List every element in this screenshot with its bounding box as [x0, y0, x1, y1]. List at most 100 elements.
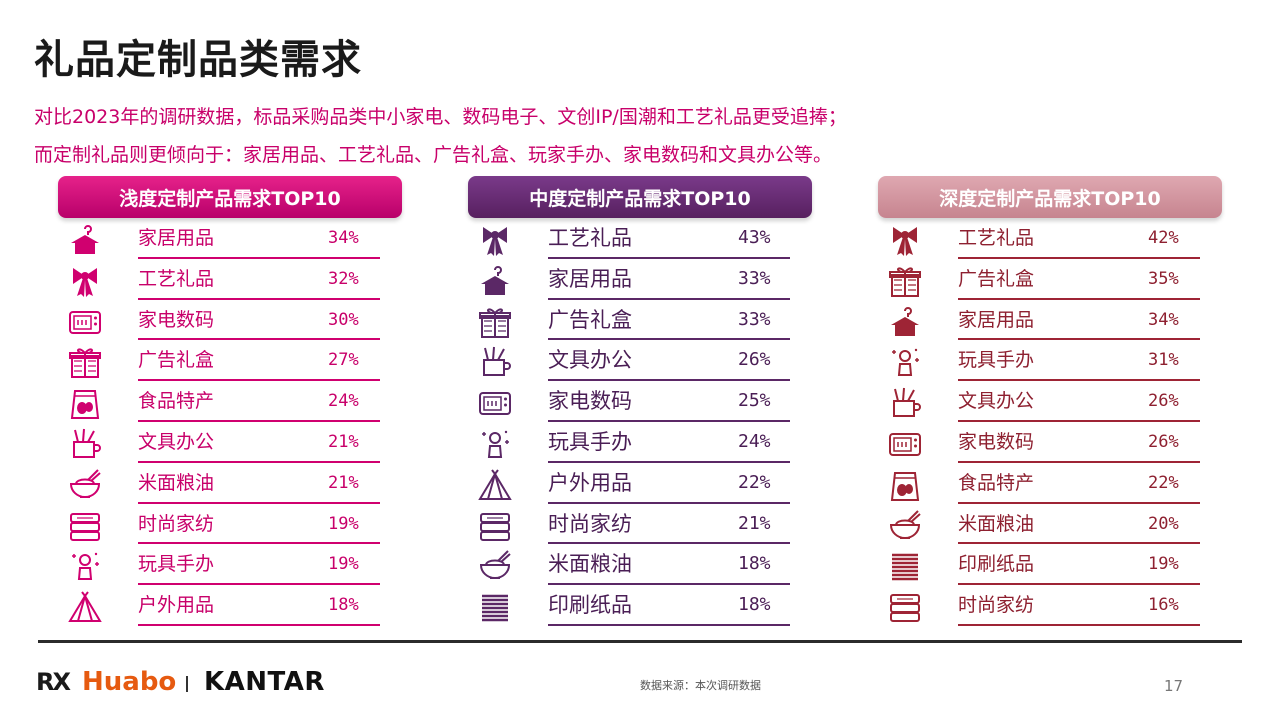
- category-percentage: 18%: [738, 594, 771, 616]
- category-percentage: 19%: [328, 554, 359, 575]
- category-label: 文具办公: [958, 390, 1035, 413]
- page-title: 礼品定制品类需求: [34, 37, 362, 83]
- category-percentage: 24%: [738, 431, 771, 452]
- ranking-row: 文具办公 21%: [58, 422, 402, 463]
- category-label: 家居用品: [958, 308, 1035, 331]
- ranking-row: 家居用品 34%: [58, 218, 402, 259]
- rice-bowl-icon: [478, 549, 512, 583]
- food-bag-icon: [68, 386, 102, 420]
- ranking-row: 食品特产 24%: [58, 381, 402, 422]
- row-divider: [138, 256, 380, 259]
- category-label: 工艺礼品: [958, 227, 1035, 249]
- row-divider: [958, 542, 1200, 545]
- category-percentage: 26%: [1148, 391, 1179, 412]
- pen-cup-icon: [478, 345, 512, 379]
- category-percentage: 25%: [738, 390, 771, 412]
- ranking-row: 户外用品 22%: [468, 463, 812, 504]
- bow-icon: [478, 223, 512, 257]
- category-percentage: 42%: [1148, 228, 1179, 248]
- row-divider: [548, 379, 790, 382]
- ranking-row: 时尚家纺 21%: [468, 504, 812, 545]
- category-label: 食品特产: [958, 471, 1035, 494]
- category-percentage: 18%: [738, 553, 771, 575]
- ranking-row: 户外用品 18%: [58, 585, 402, 626]
- category-percentage: 21%: [328, 472, 359, 493]
- gift-box-icon: [478, 305, 512, 339]
- category-label: 米面粮油: [958, 512, 1035, 535]
- category-label: 文具办公: [548, 348, 632, 373]
- category-percentage: 19%: [328, 513, 359, 534]
- row-divider: [138, 338, 380, 341]
- food-bag-icon: [888, 468, 922, 502]
- fabric-stack-icon: [68, 509, 102, 543]
- huabo-logo: Huabo: [82, 667, 177, 697]
- hanger-icon: [68, 223, 102, 257]
- category-label: 玩具手办: [548, 430, 632, 454]
- fabric-stack-icon: [888, 590, 922, 624]
- row-divider: [548, 501, 790, 504]
- subtitle-line-1: 对比2023年的调研数据，标品采购品类中小家电、数码电子、文创IP/国潮和工艺礼…: [34, 106, 847, 128]
- category-percentage: 35%: [1148, 268, 1179, 289]
- figure-toy-icon: [68, 549, 102, 583]
- category-label: 玩具手办: [138, 553, 215, 576]
- category-label: 时尚家纺: [958, 594, 1035, 617]
- category-percentage: 21%: [738, 512, 771, 534]
- ranking-row: 家居用品 34%: [878, 300, 1222, 341]
- category-percentage: 30%: [328, 309, 359, 330]
- category-percentage: 33%: [738, 308, 771, 330]
- category-percentage: 34%: [328, 228, 359, 248]
- row-divider: [138, 542, 380, 545]
- category-label: 米面粮油: [548, 552, 632, 577]
- row-divider: [548, 623, 790, 626]
- microwave-icon: [478, 386, 512, 420]
- subtitle-line-2: 而定制礼品则更倾向于：家居用品、工艺礼品、广告礼盒、玩家手办、家电数码和文具办公…: [34, 144, 833, 166]
- category-percentage: 32%: [328, 268, 359, 289]
- ranking-row: 玩具手办 19%: [58, 544, 402, 586]
- column-header: 浅度定制产品需求TOP10: [58, 176, 402, 218]
- row-divider: [138, 297, 380, 300]
- ranking-row: 家电数码 25%: [468, 381, 812, 422]
- category-percentage: 18%: [328, 595, 359, 616]
- ranking-row: 广告礼盒 35%: [878, 259, 1222, 300]
- column-medium-customization: 中度定制产品需求TOP10 工艺礼品 43% 家居用品 33% 广告礼盒 33% 文具办公 2…: [468, 176, 812, 626]
- ranking-row: 米面粮油 20%: [878, 504, 1222, 545]
- ranking-row: 广告礼盒 33%: [468, 300, 812, 341]
- ranking-row: 食品特产 22%: [878, 463, 1222, 504]
- microwave-icon: [68, 305, 102, 339]
- hanger-icon: [478, 264, 512, 298]
- category-label: 户外用品: [138, 594, 215, 617]
- category-label: 米面粮油: [138, 471, 215, 494]
- ranking-row: 工艺礼品 32%: [58, 259, 402, 300]
- figure-toy-icon: [888, 345, 922, 379]
- category-label: 食品特产: [138, 390, 215, 413]
- category-label: 家电数码: [958, 431, 1035, 453]
- category-percentage: 22%: [738, 471, 771, 493]
- ranking-row: 印刷纸品 19%: [878, 544, 1222, 586]
- category-label: 印刷纸品: [548, 593, 632, 618]
- fabric-stack-icon: [478, 509, 512, 543]
- category-label: 工艺礼品: [548, 226, 632, 250]
- ranking-row: 广告礼盒 27%: [58, 340, 402, 382]
- tent-icon: [68, 590, 102, 624]
- row-divider: [138, 623, 380, 626]
- row-divider: [958, 297, 1200, 300]
- row-divider: [138, 501, 380, 504]
- ranking-row: 文具办公 26%: [878, 381, 1222, 422]
- row-divider: [958, 583, 1200, 586]
- bow-icon: [68, 264, 102, 298]
- row-divider: [138, 379, 380, 382]
- row-divider: [958, 501, 1200, 504]
- category-label: 印刷纸品: [958, 553, 1035, 576]
- category-label: 广告礼盒: [548, 307, 632, 332]
- category-label: 家居用品: [138, 227, 215, 249]
- paper-stack-icon: [478, 590, 512, 624]
- row-divider: [958, 623, 1200, 626]
- page-number: 17: [1164, 677, 1184, 695]
- rice-bowl-icon: [68, 468, 102, 502]
- tent-icon: [478, 468, 512, 502]
- ranking-row: 米面粮油 21%: [58, 463, 402, 504]
- category-percentage: 27%: [328, 350, 359, 371]
- row-divider: [548, 419, 790, 422]
- column-light-customization: 浅度定制产品需求TOP10 家居用品 34% 工艺礼品 32% 家电数码 30% 广告礼盒 2…: [58, 176, 402, 626]
- row-divider: [548, 542, 790, 545]
